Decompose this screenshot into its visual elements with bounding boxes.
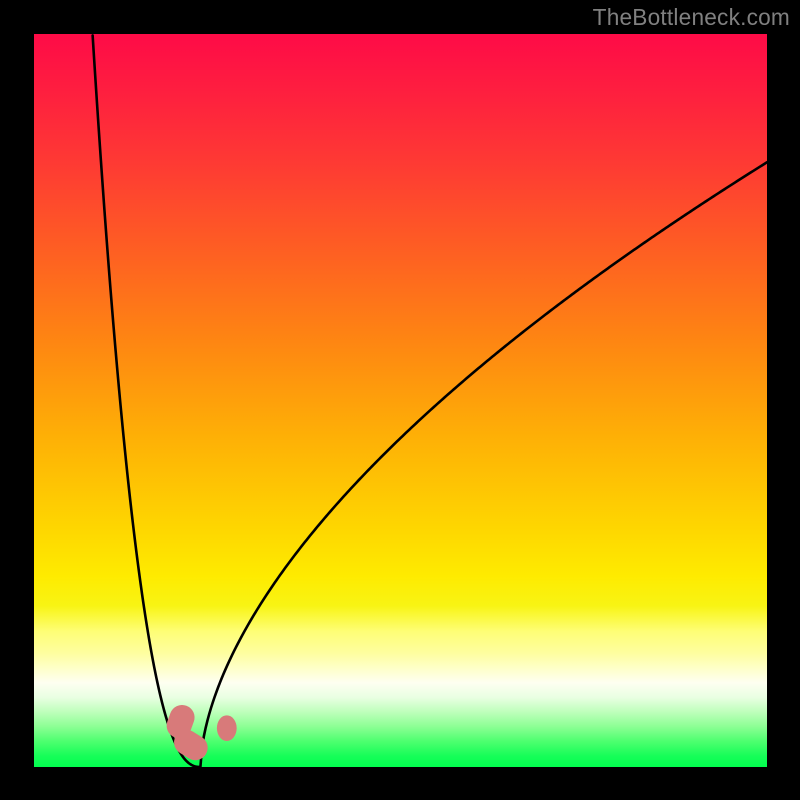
- chart-container: TheBottleneck.com: [0, 0, 800, 800]
- plot-background: [34, 34, 767, 767]
- bottleneck-chart: [0, 0, 800, 800]
- marker-dot-2: [217, 715, 237, 741]
